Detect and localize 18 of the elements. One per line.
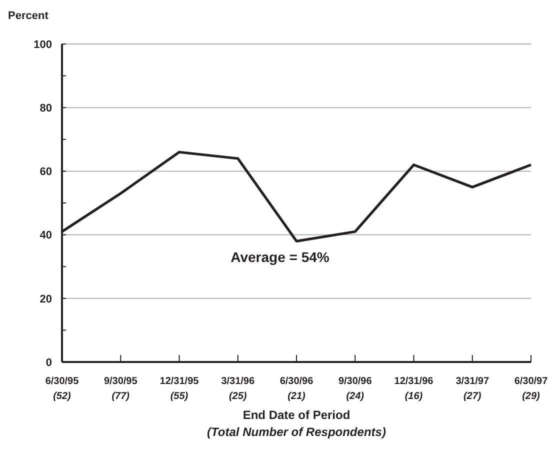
x-tick-label: 9/30/96 (24)	[338, 376, 372, 402]
y-tick-label: 40	[40, 230, 52, 242]
x-tick-label: 6/30/95 (52)	[45, 376, 80, 402]
x-axis-title: End Date of Period (Total Number of Respondents)	[207, 408, 386, 439]
x-tick-label: 3/31/97 (27)	[456, 376, 490, 402]
y-tick-label: 100	[34, 38, 52, 51]
x-tick-label: 12/31/96 (16)	[394, 376, 434, 402]
y-tick-label: 0	[46, 356, 52, 369]
y-tick-label: 80	[40, 102, 52, 114]
x-tick-label: 9/30/95 (77)	[104, 376, 138, 402]
x-tick-label: 6/30/97 (29)	[514, 376, 548, 402]
x-tick-label: 3/31/96 (25)	[221, 376, 255, 402]
x-tick-label: 6/30/96 (21)	[280, 376, 314, 402]
x-tick-label: 12/31/95 (55)	[160, 376, 200, 402]
y-tick-label: 60	[40, 166, 52, 178]
annotation: Average = 54%	[230, 249, 330, 265]
y-axis-title: Percent	[8, 10, 49, 22]
y-tick-label: 20	[40, 293, 52, 306]
